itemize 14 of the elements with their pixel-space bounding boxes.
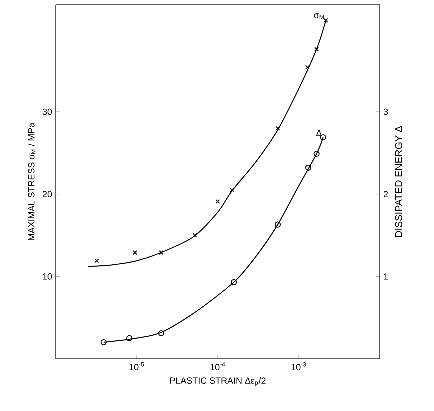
y-axis-title: MAXIMAL STRESS σ$_{M}$ / MPa	[28, 122, 36, 240]
annotation: Δ	[316, 130, 322, 136]
annotation: σ$_{M}$	[314, 14, 324, 20]
y2-tick-label: 1	[384, 274, 388, 280]
x-tick-label: 10$^{-3}$	[292, 362, 306, 371]
y-tick-label: 30	[42, 108, 52, 116]
x-axis-title: PLASTIC STRAIN Δε$_{p}$/2	[170, 377, 266, 386]
y2-tick-label: 2	[384, 191, 388, 198]
x-tick-label: 10$^{-5}$	[130, 362, 144, 371]
y-tick-label: 20	[42, 191, 52, 198]
y2-tick-label: 3	[384, 108, 388, 116]
y-tick-label: 10	[43, 273, 52, 280]
x-tick-label: 10$^{-4}$	[210, 362, 226, 371]
y2-axis-title: DISSIPATED ENERGY Δ	[395, 126, 402, 238]
